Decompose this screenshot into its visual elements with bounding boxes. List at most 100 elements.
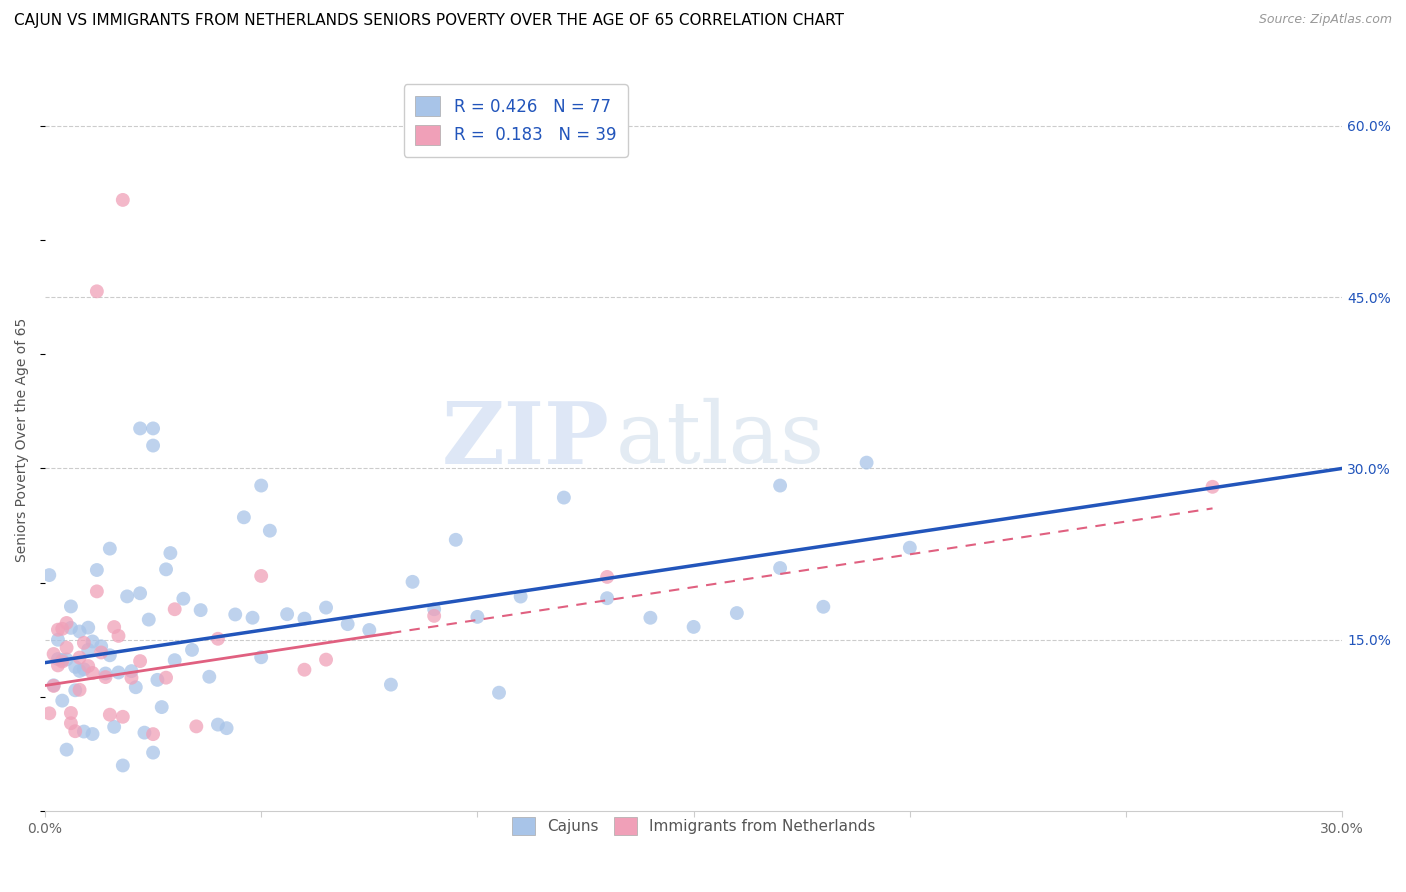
- Point: [103, 620, 125, 634]
- Point: [250, 569, 273, 583]
- Point: [111, 758, 134, 772]
- Point: [77, 659, 100, 673]
- Point: [51, 653, 73, 667]
- Point: [107, 629, 129, 643]
- Point: [42, 647, 65, 661]
- Point: [898, 541, 921, 555]
- Point: [423, 608, 446, 623]
- Point: [103, 720, 125, 734]
- Point: [725, 606, 748, 620]
- Point: [73, 636, 96, 650]
- Point: [640, 611, 662, 625]
- Point: [59, 716, 82, 731]
- Point: [155, 562, 177, 576]
- Point: [46, 658, 69, 673]
- Point: [55, 640, 77, 655]
- Point: [111, 193, 134, 207]
- Point: [207, 632, 229, 646]
- Point: [55, 615, 77, 630]
- Point: [98, 648, 121, 663]
- Point: [94, 666, 117, 681]
- Point: [86, 584, 108, 599]
- Point: [42, 679, 65, 693]
- Point: [129, 421, 152, 435]
- Point: [172, 591, 194, 606]
- Point: [55, 652, 77, 666]
- Point: [77, 621, 100, 635]
- Point: [111, 710, 134, 724]
- Point: [380, 678, 402, 692]
- Point: [86, 563, 108, 577]
- Point: [98, 541, 121, 556]
- Point: [159, 546, 181, 560]
- Point: [65, 683, 87, 698]
- Point: [46, 623, 69, 637]
- Point: [107, 665, 129, 680]
- Point: [207, 717, 229, 731]
- Point: [38, 568, 60, 582]
- Point: [682, 620, 704, 634]
- Point: [813, 599, 835, 614]
- Point: [142, 421, 165, 435]
- Point: [38, 706, 60, 721]
- Point: [134, 725, 156, 739]
- Point: [467, 610, 489, 624]
- Point: [1201, 480, 1223, 494]
- Y-axis label: Seniors Poverty Over the Age of 65: Seniors Poverty Over the Age of 65: [15, 318, 30, 562]
- Point: [59, 706, 82, 720]
- Text: Source: ZipAtlas.com: Source: ZipAtlas.com: [1258, 13, 1392, 27]
- Legend: Cajuns, Immigrants from Netherlands: Cajuns, Immigrants from Netherlands: [503, 807, 884, 845]
- Point: [69, 624, 91, 639]
- Point: [82, 727, 104, 741]
- Point: [129, 654, 152, 668]
- Point: [553, 491, 575, 505]
- Point: [150, 700, 173, 714]
- Point: [769, 478, 792, 492]
- Point: [142, 727, 165, 741]
- Point: [155, 671, 177, 685]
- Point: [509, 590, 531, 604]
- Point: [65, 660, 87, 674]
- Point: [42, 678, 65, 692]
- Point: [186, 719, 208, 733]
- Point: [129, 586, 152, 600]
- Point: [125, 680, 148, 694]
- Point: [250, 478, 273, 492]
- Point: [120, 671, 142, 685]
- Point: [51, 622, 73, 636]
- Point: [115, 590, 138, 604]
- Point: [142, 439, 165, 453]
- Point: [142, 746, 165, 760]
- Point: [259, 524, 281, 538]
- Point: [51, 655, 73, 669]
- Point: [77, 642, 100, 657]
- Point: [444, 533, 467, 547]
- Point: [69, 682, 91, 697]
- Point: [250, 650, 273, 665]
- Point: [98, 707, 121, 722]
- Point: [46, 632, 69, 647]
- Point: [51, 693, 73, 707]
- Point: [59, 599, 82, 614]
- Point: [294, 663, 316, 677]
- Text: ZIP: ZIP: [441, 398, 609, 482]
- Point: [55, 742, 77, 756]
- Point: [163, 602, 186, 616]
- Point: [181, 643, 204, 657]
- Point: [65, 724, 87, 739]
- Text: CAJUN VS IMMIGRANTS FROM NETHERLANDS SENIORS POVERTY OVER THE AGE OF 65 CORRELAT: CAJUN VS IMMIGRANTS FROM NETHERLANDS SEN…: [14, 13, 844, 29]
- Point: [73, 662, 96, 676]
- Point: [596, 570, 619, 584]
- Point: [59, 621, 82, 635]
- Point: [315, 653, 337, 667]
- Point: [294, 611, 316, 625]
- Point: [769, 561, 792, 575]
- Text: atlas: atlas: [616, 398, 825, 482]
- Point: [401, 574, 423, 589]
- Point: [232, 510, 254, 524]
- Point: [46, 652, 69, 666]
- Point: [69, 664, 91, 678]
- Point: [224, 607, 246, 622]
- Point: [82, 665, 104, 680]
- Point: [82, 634, 104, 648]
